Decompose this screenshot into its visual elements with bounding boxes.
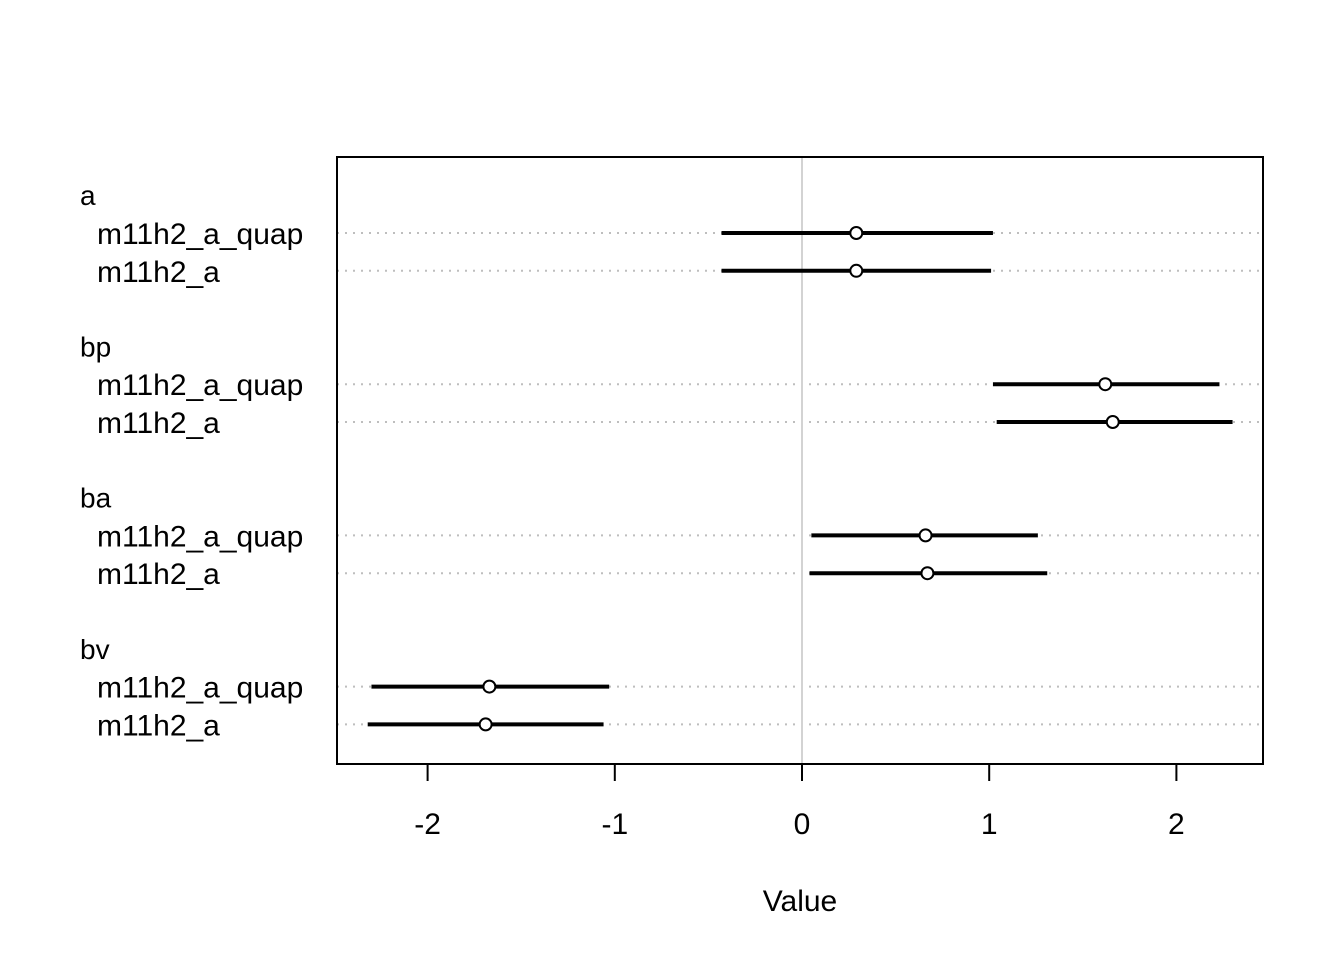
row-label: m11h2_a [97,558,220,591]
estimate-point [849,226,864,240]
estimate-point [920,566,935,581]
x-tick-label: 0 [794,808,811,841]
estimate-point [478,717,493,732]
row-label: m11h2_a [97,256,220,289]
row-label: m11h2_a [97,709,220,742]
x-axis-title: Value [763,885,838,918]
row-label: m11h2_a_quap [97,369,303,402]
plot-frame-group [336,156,1264,765]
estimate-point [482,679,497,694]
intervals [367,226,1233,732]
group-label: bp [80,331,111,362]
row-label: m11h2_a_quap [97,520,303,553]
group-label: a [80,180,96,211]
group-label: ba [80,483,112,514]
x-tick-label: -2 [414,808,441,841]
row-guides [337,232,1263,726]
row-label: m11h2_a [97,407,220,440]
estimate-point [1105,415,1120,429]
estimate-point [849,263,864,278]
plot-frame [336,156,1264,765]
row-label: m11h2_a_quap [97,218,303,251]
group-label: bv [80,634,110,665]
estimate-point [1098,377,1113,392]
row-labels: am11h2_a_quapm11h2_abpm11h2_a_quapm11h2_… [80,180,303,742]
x-axis: -2 -1 0 1 2 [414,763,1185,841]
x-tick-label: -1 [601,808,628,841]
estimate-point [918,528,933,543]
x-tick-label: 2 [1168,808,1185,841]
x-tick-label: 1 [981,808,998,841]
row-label: m11h2_a_quap [97,672,303,705]
